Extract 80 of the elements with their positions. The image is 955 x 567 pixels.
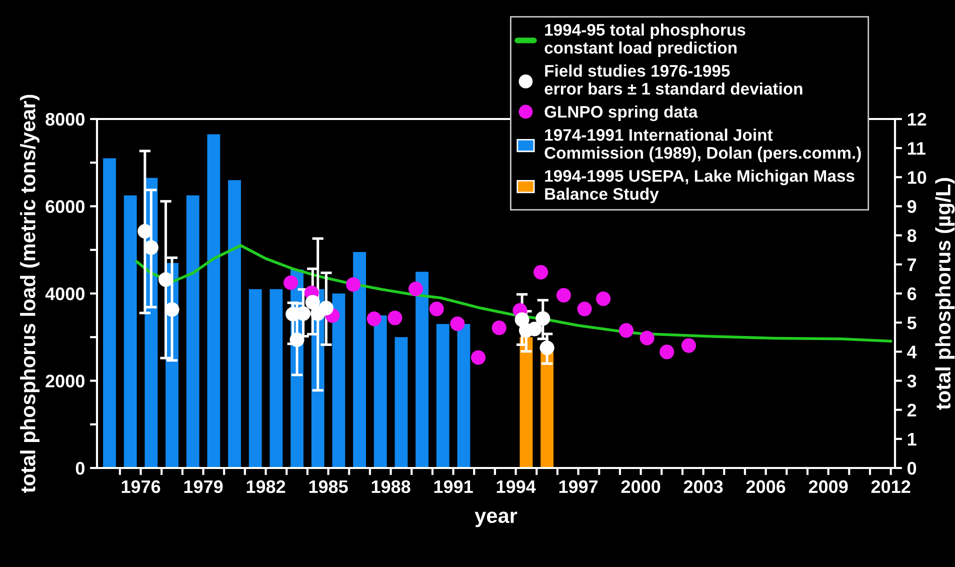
bar bbox=[186, 195, 200, 468]
y2-tick-label: 8 bbox=[907, 229, 916, 242]
y2-tick-label: 1 bbox=[908, 433, 916, 446]
legend-label: Field studies 1976-1995 error bars ± 1 standard deviation bbox=[544, 64, 802, 95]
point bbox=[596, 291, 611, 306]
bar bbox=[436, 324, 450, 468]
x-tick-label: 1979 bbox=[184, 480, 223, 494]
point bbox=[536, 311, 550, 326]
bar bbox=[207, 134, 220, 468]
bar bbox=[332, 294, 346, 468]
y-tick-label: 8000 bbox=[46, 112, 84, 126]
y2-tick-label: 10 bbox=[908, 171, 926, 184]
y2-tick-label: 5 bbox=[907, 316, 916, 330]
bar bbox=[228, 180, 241, 468]
bar bbox=[416, 272, 428, 468]
point bbox=[305, 294, 320, 310]
x-axis-title: year bbox=[474, 512, 518, 528]
x-tick-label: 2000 bbox=[621, 480, 660, 494]
x-tick-label: 1976 bbox=[122, 480, 160, 494]
point bbox=[534, 264, 548, 280]
bar bbox=[124, 195, 137, 468]
point bbox=[408, 282, 424, 296]
bar bbox=[103, 158, 116, 468]
y2-tick-label: 0 bbox=[908, 462, 916, 475]
y-tick-label: 6000 bbox=[46, 200, 84, 213]
y2-tick-label: 11 bbox=[908, 142, 926, 155]
point bbox=[346, 277, 361, 292]
bar bbox=[270, 289, 283, 468]
point bbox=[144, 240, 158, 255]
point bbox=[283, 275, 298, 290]
point bbox=[527, 322, 542, 336]
y2-tick-label: 9 bbox=[907, 200, 916, 213]
x-tick-label: 1991 bbox=[434, 480, 473, 494]
x-tick-label: 1994 bbox=[496, 480, 536, 494]
x-tick-label: 2009 bbox=[808, 480, 848, 494]
bar bbox=[248, 289, 262, 468]
point bbox=[556, 288, 571, 303]
point bbox=[450, 316, 465, 332]
x-tick-label: 2006 bbox=[746, 480, 786, 494]
point bbox=[577, 302, 592, 316]
point bbox=[618, 323, 634, 338]
y-tick-label: 0 bbox=[76, 462, 84, 475]
legend-label: 1974-1991 International Joint Commission (1989), Dolan (pers.comm.) bbox=[544, 128, 861, 162]
y2-tick-label: 7 bbox=[908, 258, 916, 271]
y2-tick-label: 2 bbox=[907, 404, 916, 416]
point bbox=[660, 344, 674, 360]
point bbox=[290, 332, 304, 348]
y2-tick-label: 12 bbox=[908, 112, 926, 126]
legend-label: 1994-95 total phosphorus constant load prediction bbox=[544, 24, 746, 57]
point bbox=[640, 330, 654, 346]
y2-tick-label: 3 bbox=[907, 374, 916, 388]
x-tick-label: 1985 bbox=[309, 480, 348, 494]
bar bbox=[394, 337, 408, 468]
bar bbox=[520, 337, 533, 468]
y2-tick-label: 6 bbox=[907, 287, 916, 300]
point bbox=[471, 350, 486, 365]
bar bbox=[374, 315, 387, 468]
point bbox=[138, 224, 152, 239]
y-tick-label: 2000 bbox=[46, 374, 84, 388]
legend-label: 1994-1995 USEPA, Lake Michigan Mass Balance Study bbox=[545, 170, 854, 204]
y2-axis-title: total phosphorus (µg/L) bbox=[935, 178, 955, 410]
point bbox=[492, 320, 506, 336]
point bbox=[366, 312, 382, 326]
point bbox=[681, 338, 696, 353]
x-tick-label: 2012 bbox=[871, 480, 910, 494]
y2-tick-label: 4 bbox=[907, 346, 917, 358]
y-axis-title: total phosphorus load (metric tons/year) bbox=[20, 94, 40, 493]
x-tick-label: 1997 bbox=[559, 480, 598, 494]
x-tick-label: 1988 bbox=[372, 480, 410, 494]
point bbox=[388, 310, 402, 326]
point bbox=[429, 302, 444, 316]
point bbox=[540, 340, 554, 356]
bar bbox=[457, 324, 470, 468]
point bbox=[318, 300, 334, 316]
x-tick-label: 1982 bbox=[246, 480, 286, 494]
legend-label: GLNPO spring data bbox=[544, 105, 698, 122]
x-tick-label: 2003 bbox=[684, 480, 723, 494]
bar bbox=[540, 352, 554, 468]
bar bbox=[353, 252, 366, 468]
y-tick-label: 4000 bbox=[45, 287, 84, 300]
